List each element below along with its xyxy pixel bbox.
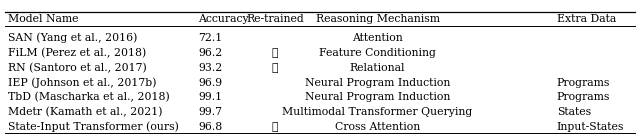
Text: Accuracy: Accuracy xyxy=(198,14,249,24)
Text: Relational: Relational xyxy=(350,63,405,73)
Text: Programs: Programs xyxy=(557,78,610,88)
Text: Extra Data: Extra Data xyxy=(557,14,616,24)
Text: Model Name: Model Name xyxy=(8,14,78,24)
Text: SAN (Yang et al., 2016): SAN (Yang et al., 2016) xyxy=(8,33,137,43)
Text: Mdetr (Kamath et al., 2021): Mdetr (Kamath et al., 2021) xyxy=(8,107,162,118)
Text: Neural Program Induction: Neural Program Induction xyxy=(305,92,451,102)
Text: RN (Santoro et al., 2017): RN (Santoro et al., 2017) xyxy=(8,63,147,73)
Text: 96.9: 96.9 xyxy=(198,78,223,88)
Text: 99.7: 99.7 xyxy=(198,107,223,117)
Text: ✓: ✓ xyxy=(272,48,278,58)
Text: 93.2: 93.2 xyxy=(198,63,223,73)
Text: Attention: Attention xyxy=(352,33,403,43)
Text: Feature Conditioning: Feature Conditioning xyxy=(319,48,436,58)
Text: ✓: ✓ xyxy=(272,63,278,73)
Text: Programs: Programs xyxy=(557,92,610,102)
Text: Multimodal Transformer Querying: Multimodal Transformer Querying xyxy=(282,107,473,117)
Text: TbD (Mascharka et al., 2018): TbD (Mascharka et al., 2018) xyxy=(8,92,170,103)
Text: 96.2: 96.2 xyxy=(198,48,223,58)
Text: States: States xyxy=(557,107,591,117)
Text: Reasoning Mechanism: Reasoning Mechanism xyxy=(316,14,440,24)
Text: FiLM (Perez et al., 2018): FiLM (Perez et al., 2018) xyxy=(8,48,146,58)
Text: State-Input Transformer (ours): State-Input Transformer (ours) xyxy=(8,122,179,132)
Text: 72.1: 72.1 xyxy=(198,33,223,43)
Text: Re-trained: Re-trained xyxy=(246,14,304,24)
Text: ✓: ✓ xyxy=(272,122,278,132)
Text: Input-States: Input-States xyxy=(557,122,624,132)
Text: Cross Attention: Cross Attention xyxy=(335,122,420,132)
Text: 96.8: 96.8 xyxy=(198,122,223,132)
Text: IEP (Johnson et al., 2017b): IEP (Johnson et al., 2017b) xyxy=(8,77,156,88)
Text: Neural Program Induction: Neural Program Induction xyxy=(305,78,451,88)
Text: 99.1: 99.1 xyxy=(198,92,223,102)
